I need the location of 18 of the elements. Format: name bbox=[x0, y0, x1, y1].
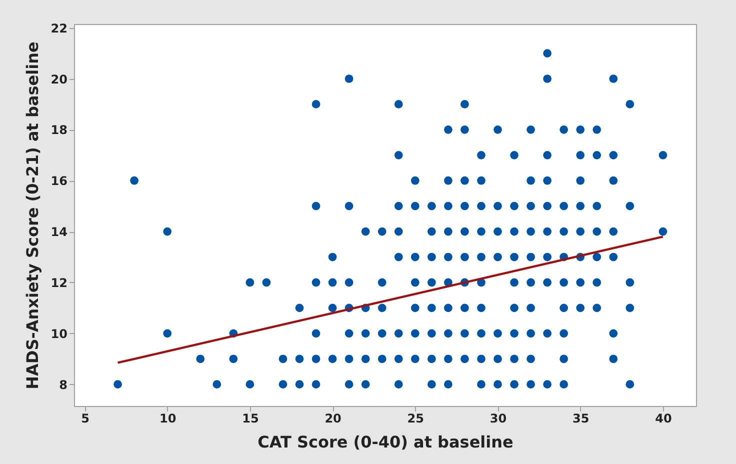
y-tick-label: 14 bbox=[50, 225, 68, 240]
x-axis-title: CAT Score (0-40) at baseline bbox=[258, 432, 514, 452]
x-tick-label: 10 bbox=[159, 412, 176, 426]
x-tick-label: 30 bbox=[490, 412, 507, 426]
x-tick-label: 15 bbox=[242, 412, 259, 426]
x-tick-label: 40 bbox=[655, 412, 672, 426]
y-tick-label: 8 bbox=[59, 378, 68, 392]
y-tick-label: 12 bbox=[50, 276, 68, 290]
y-tick-label: 20 bbox=[50, 72, 68, 86]
y-tick-label: 22 bbox=[50, 21, 68, 36]
y-tick-label: 18 bbox=[50, 123, 68, 138]
x-tick-label: 35 bbox=[572, 412, 590, 426]
y-axis-title: HADS-Anxiety Score (0-21) at baseline bbox=[22, 42, 42, 390]
y-tick-label: 16 bbox=[50, 174, 68, 188]
y-tick-label: 10 bbox=[50, 326, 68, 341]
x-tick-label: 5 bbox=[81, 412, 90, 426]
x-tick-label: 20 bbox=[324, 412, 342, 426]
x-tick-label: 25 bbox=[407, 412, 424, 426]
